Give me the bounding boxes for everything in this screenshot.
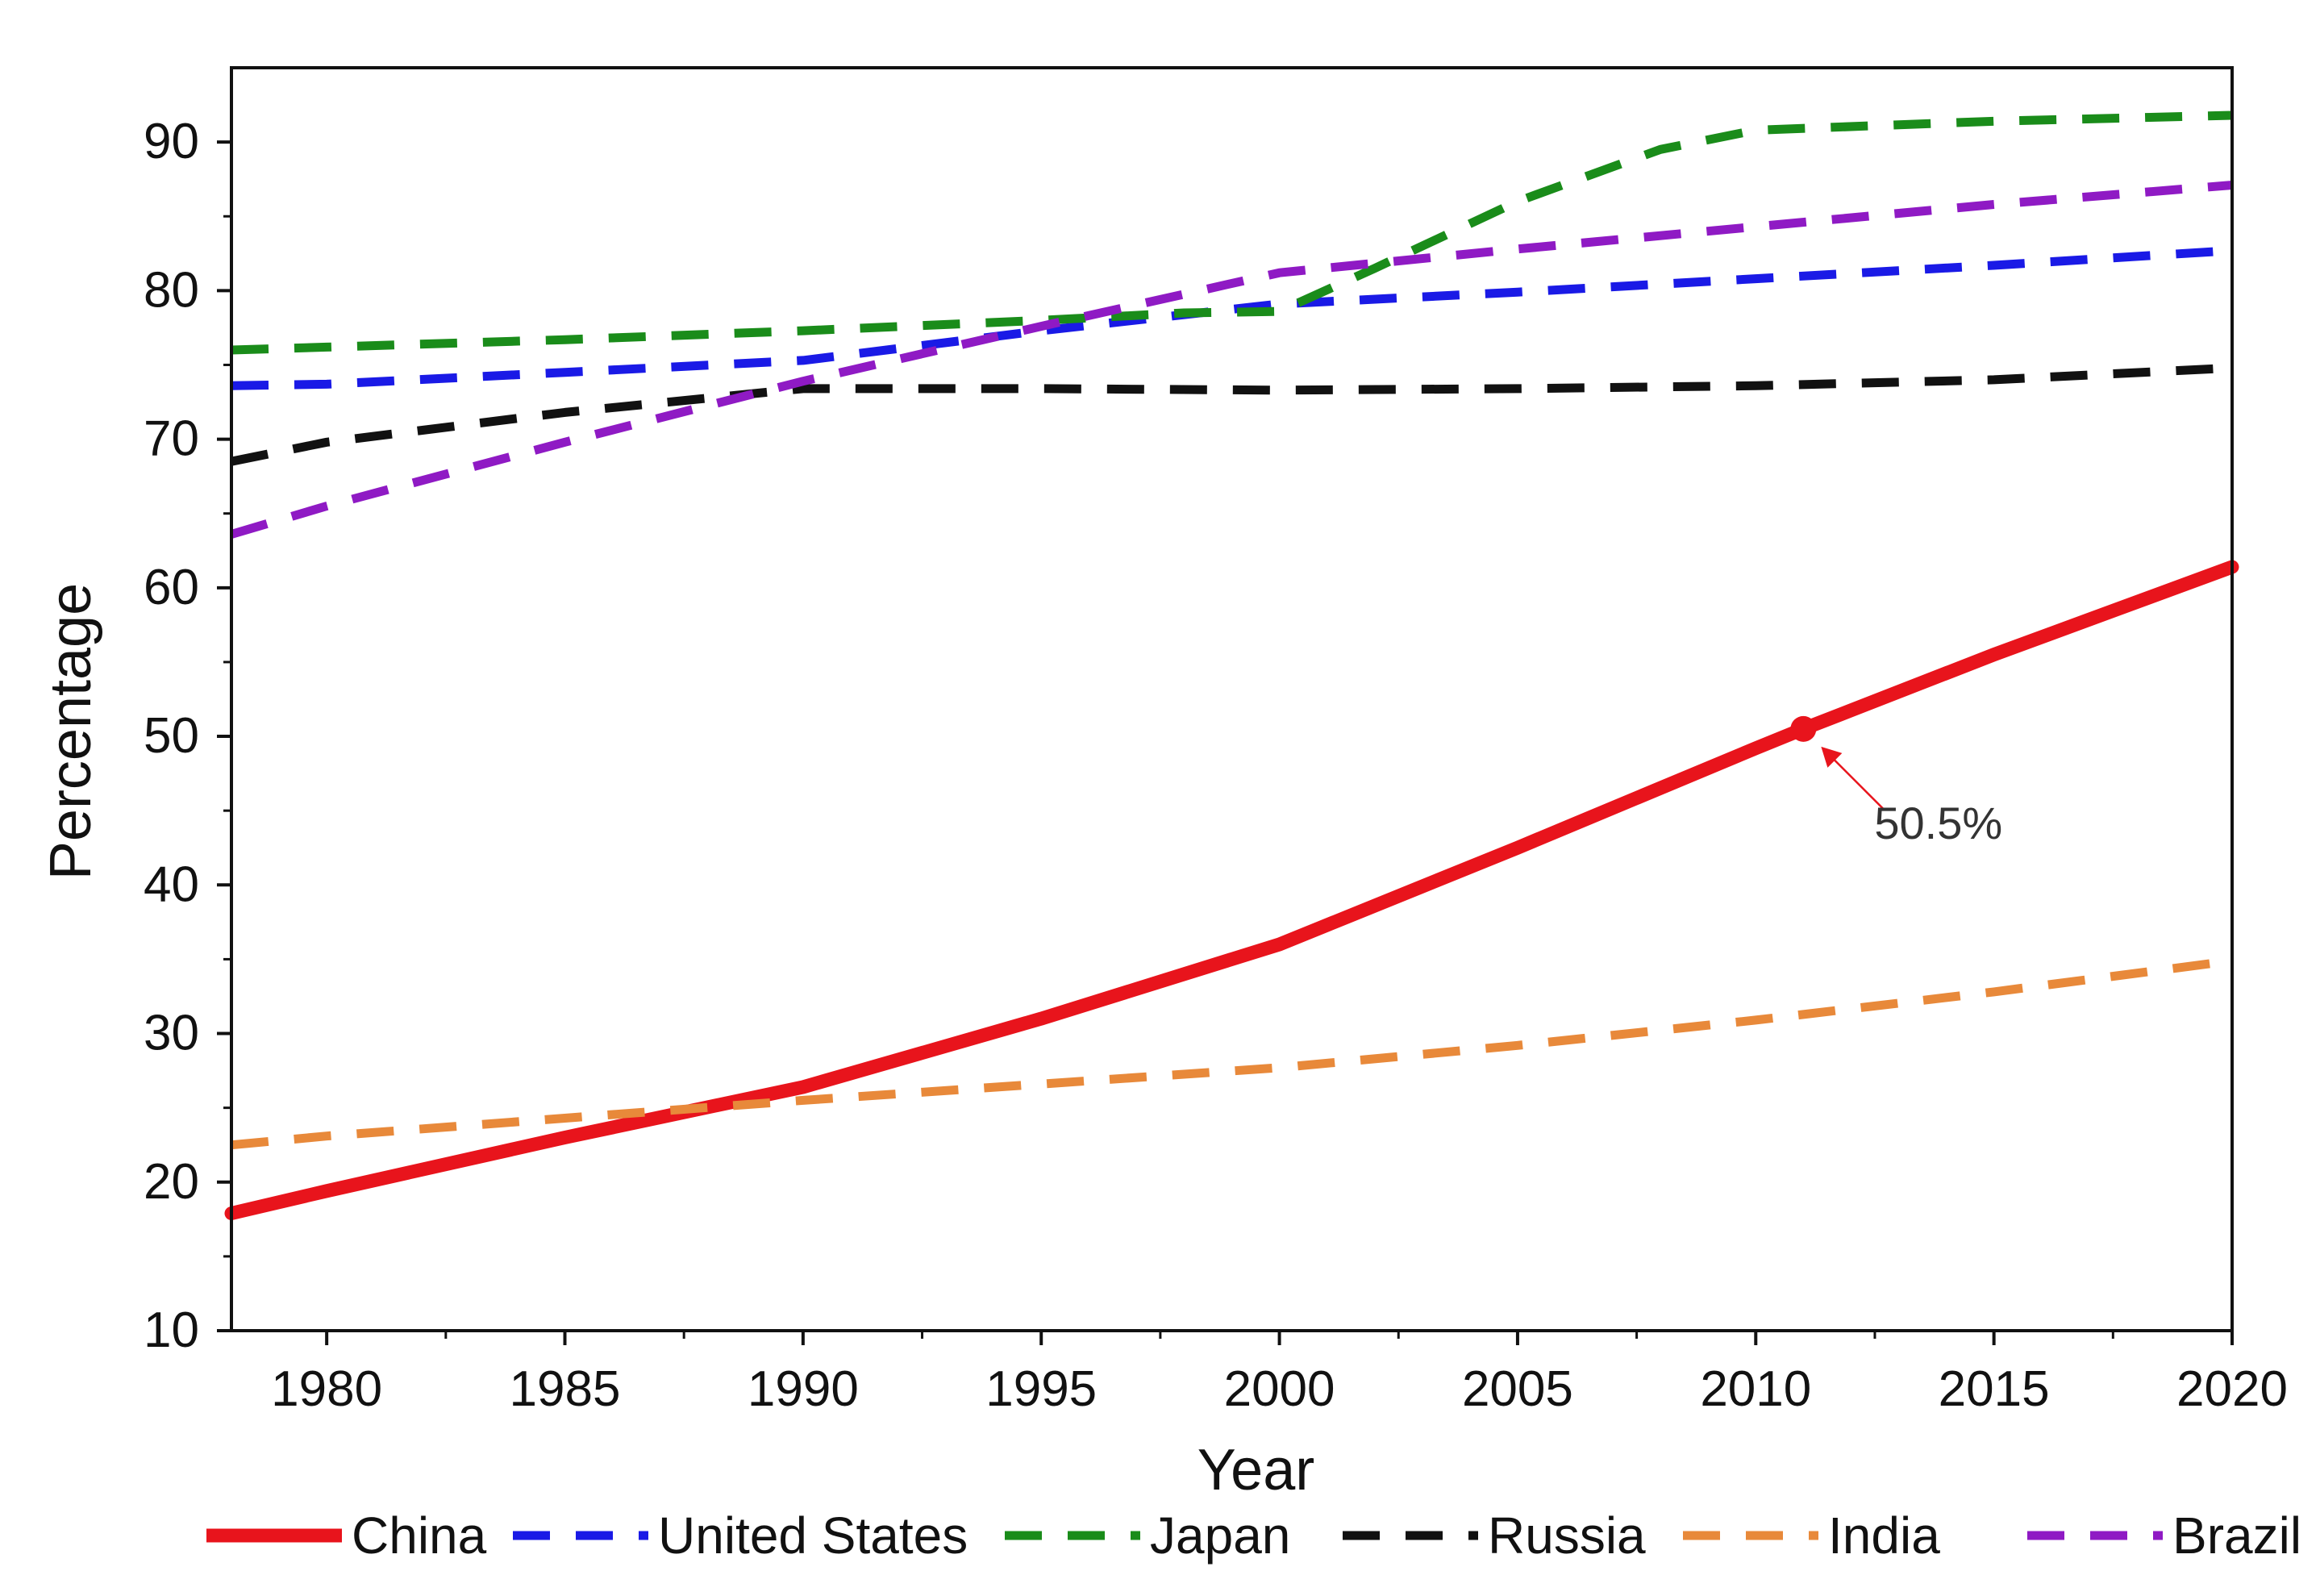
y-tick-label: 50 bbox=[144, 708, 199, 764]
series-line-japan bbox=[231, 110, 2233, 355]
y-axis-title: Percentage bbox=[39, 583, 103, 880]
x-tick-label: 2000 bbox=[1224, 1361, 1335, 1417]
y-tick-label: 90 bbox=[144, 114, 199, 169]
legend: China United States Japan Russia India Brazil bbox=[206, 1506, 2301, 1565]
annotation-marker bbox=[1790, 715, 1817, 742]
legend-label: Japan bbox=[1150, 1506, 1290, 1565]
y-tick-label: 20 bbox=[144, 1154, 199, 1210]
x-tick-label: 2015 bbox=[1939, 1361, 2050, 1417]
x-tick-label: 2010 bbox=[1700, 1361, 1811, 1417]
legend-label: Brazil bbox=[2172, 1506, 2301, 1565]
annotation-arrow-head bbox=[1821, 746, 1843, 768]
legend-label: China bbox=[352, 1506, 487, 1565]
legend-label: United States bbox=[658, 1506, 968, 1565]
x-tick-label: 1980 bbox=[271, 1361, 382, 1417]
annotation-label: 50.5% bbox=[1874, 798, 2002, 848]
x-tick-label: 1995 bbox=[985, 1361, 1097, 1417]
legend-item-russia: Russia bbox=[1343, 1506, 1646, 1565]
annotation-layer: 50.5% bbox=[1790, 715, 2002, 848]
series-line-china bbox=[224, 560, 2239, 1220]
legend-item-japan: Japan bbox=[1005, 1506, 1290, 1565]
legend-item-china: China bbox=[206, 1506, 487, 1565]
legend-item-united-states: United States bbox=[513, 1506, 968, 1565]
x-tick-label: 2020 bbox=[2176, 1361, 2288, 1417]
y-tick-label: 80 bbox=[144, 262, 199, 318]
legend-item-brazil: Brazil bbox=[2027, 1506, 2301, 1565]
axes-layer: 10 20 30 40 50 60 70 80 90 1980 1985 1990 1995 2000 20… bbox=[39, 66, 2288, 1502]
series-line-united-states bbox=[231, 246, 2233, 390]
y-tick-label: 30 bbox=[144, 1006, 199, 1061]
y-tick-label: 60 bbox=[144, 560, 199, 615]
legend-label: Russia bbox=[1488, 1506, 1646, 1565]
x-tick-label: 1990 bbox=[748, 1361, 859, 1417]
y-tick-label: 10 bbox=[144, 1302, 199, 1358]
x-axis-title: Year bbox=[1197, 1438, 1314, 1502]
series-line-brazil bbox=[230, 181, 2233, 539]
series-line-india bbox=[231, 956, 2233, 1150]
x-tick-label: 2005 bbox=[1462, 1361, 1573, 1417]
plot-frame bbox=[230, 66, 2234, 1332]
series-layer bbox=[224, 110, 2239, 1220]
series-line-russia bbox=[230, 363, 2233, 466]
legend-label: India bbox=[1828, 1506, 1940, 1565]
legend-item-india: India bbox=[1683, 1506, 1940, 1565]
x-tick-label: 1985 bbox=[510, 1361, 621, 1417]
y-tick-label: 70 bbox=[144, 411, 199, 467]
y-tick-label: 40 bbox=[144, 856, 199, 912]
